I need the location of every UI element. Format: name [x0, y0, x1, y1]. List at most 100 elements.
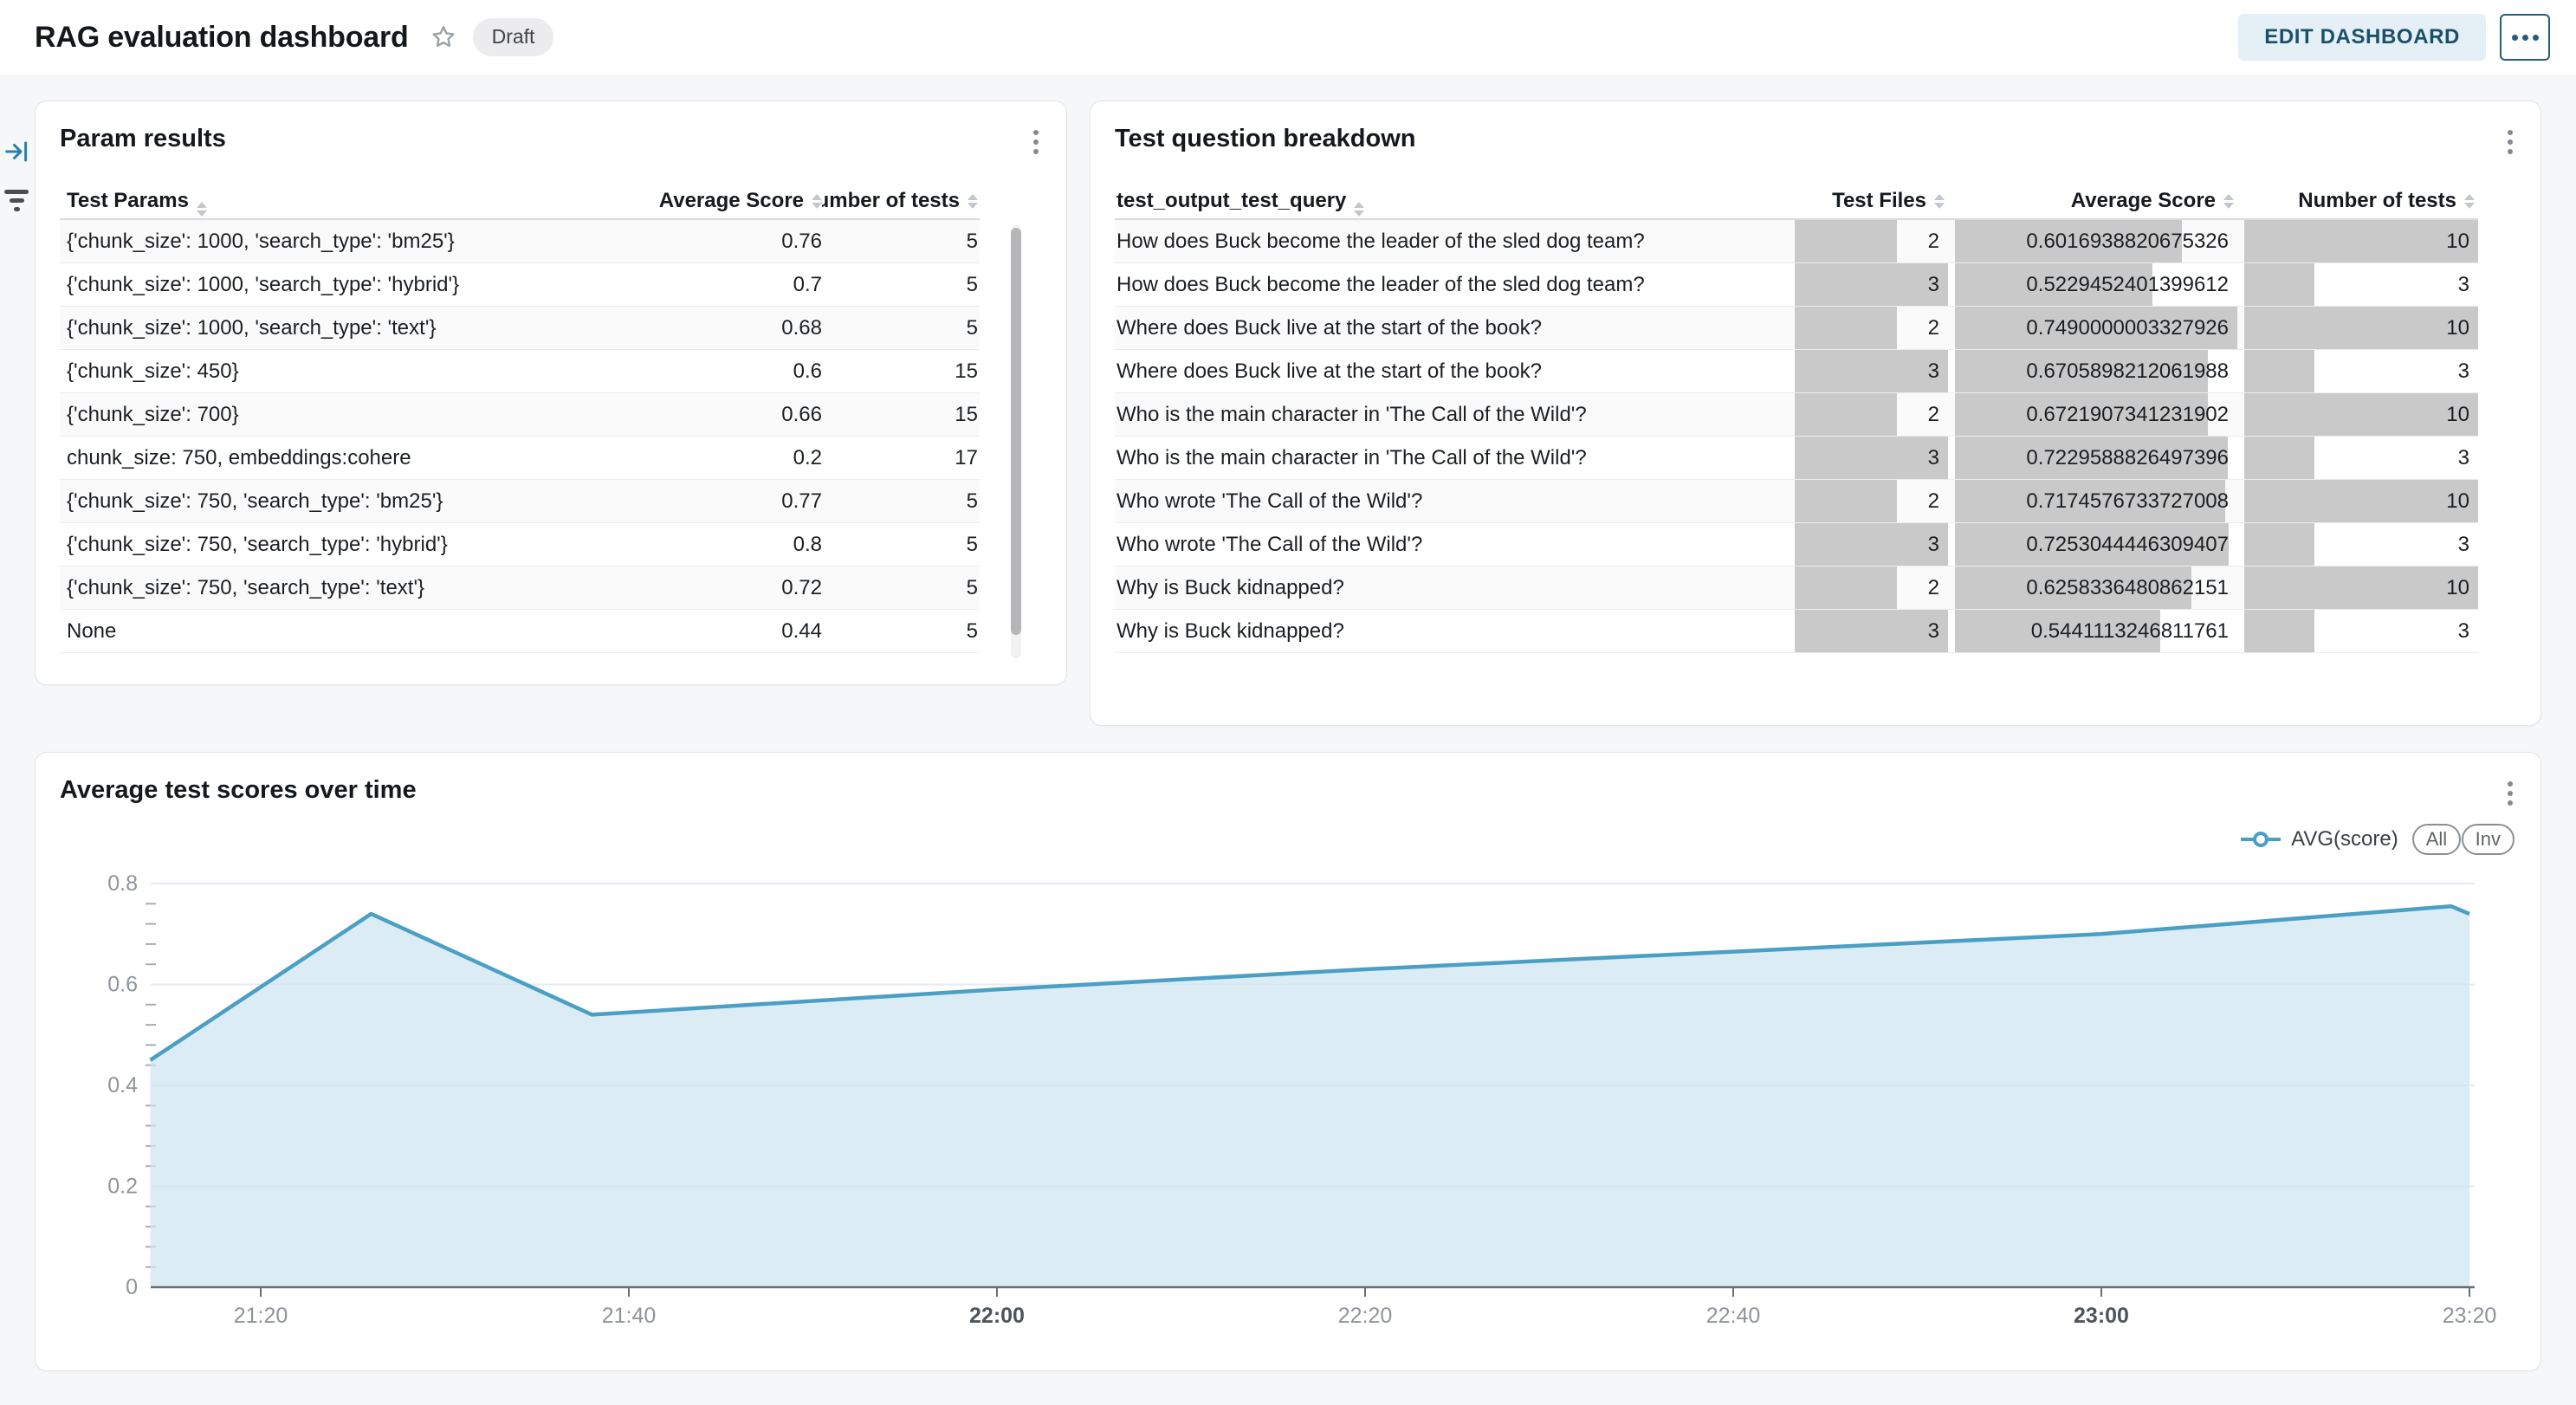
- avg_score-cell: 0.6705898212061988: [1955, 350, 2237, 392]
- table-row[interactable]: Why is Buck kidnapped? 3 0.544111324681176…: [1115, 610, 2478, 653]
- query-cell: Where does Buck live at the start of the…: [1116, 359, 1542, 383]
- test_files-cell: 3: [1795, 350, 1948, 392]
- data-bar: [2244, 523, 2314, 566]
- table-row[interactable]: {'chunk_size': 700} 0.66 15: [60, 393, 980, 437]
- data-bar: [2244, 263, 2314, 306]
- table-cell: 5: [966, 533, 978, 556]
- card-menu-kebab-icon[interactable]: [2502, 776, 2518, 811]
- table-row[interactable]: How does Buck become the leader of the s…: [1115, 220, 2478, 263]
- test_files-cell: 3: [1795, 523, 1948, 566]
- table-row[interactable]: Where does Buck live at the start of the…: [1115, 350, 2478, 393]
- table-cell: {'chunk_size': 1000, 'search_type': 'hyb…: [67, 273, 460, 296]
- data-bar: [1955, 393, 2209, 436]
- table-cell: 5: [966, 619, 978, 643]
- edit-dashboard-button[interactable]: EDIT DASHBOARD: [2238, 14, 2486, 61]
- data-bar: [2244, 220, 2478, 262]
- card-title: Average test scores over time: [60, 776, 417, 804]
- data-bar: [1795, 523, 1948, 566]
- scores-over-time-card: Average test scores over time AVG(score)…: [35, 752, 2541, 1371]
- table-row[interactable]: Why is Buck kidnapped? 2 0.625833648086215…: [1115, 567, 2478, 610]
- param-results-card: Param results Test Params Average Score …: [35, 100, 1067, 685]
- table-row[interactable]: chunk_size: 750, embeddings:cohere 0.2 17: [60, 437, 980, 480]
- column-header[interactable]: Average Score: [1955, 179, 2237, 222]
- svg-text:22:00: 22:00: [969, 1304, 1025, 1328]
- sort-icon: [1354, 201, 1365, 217]
- table-row[interactable]: {'chunk_size': 750, 'search_type': 'hybr…: [60, 523, 980, 567]
- svg-text:0.4: 0.4: [107, 1073, 138, 1097]
- column-header[interactable]: Average Score: [614, 179, 822, 222]
- table-row[interactable]: Who is the main character in 'The Call o…: [1115, 393, 2478, 437]
- avg_score-cell: 0.7490000003327926: [1955, 307, 2237, 349]
- table-cell: 0.66: [781, 403, 822, 426]
- data-bar: [1955, 610, 2160, 652]
- table-row[interactable]: {'chunk_size': 450} 0.6 15: [60, 350, 980, 393]
- chart-legend: AVG(score) All Inv: [2241, 824, 2515, 855]
- favorite-star-icon[interactable]: [430, 23, 457, 51]
- table-cell: {'chunk_size': 1000, 'search_type': 'bm2…: [67, 230, 455, 253]
- table-cell: {'chunk_size': 450}: [67, 359, 239, 383]
- legend-item-avg-score[interactable]: AVG(score): [2241, 827, 2398, 851]
- topbar-actions: EDIT DASHBOARD: [2238, 14, 2550, 61]
- card-menu-kebab-icon[interactable]: [2502, 125, 2518, 159]
- data-bar: [2244, 610, 2314, 652]
- num_tests-cell: 10: [2244, 307, 2478, 349]
- table-cell: 0.76: [781, 230, 822, 253]
- test_files-cell: 2: [1795, 307, 1948, 349]
- filter-icon[interactable]: [4, 190, 29, 211]
- table-cell: {'chunk_size': 700}: [67, 403, 239, 426]
- data-bar: [1795, 437, 1948, 479]
- legend-all-button[interactable]: All: [2411, 824, 2462, 855]
- data-bar: [1955, 523, 2229, 566]
- svg-text:22:40: 22:40: [1706, 1304, 1761, 1328]
- avg_score-cell: 0.5441113246811761: [1955, 610, 2237, 652]
- svg-text:0.2: 0.2: [107, 1175, 138, 1199]
- column-header[interactable]: test_output_test_query: [1115, 179, 1788, 222]
- table-row[interactable]: Who wrote 'The Call of the Wild'? 3 0.7253…: [1115, 523, 2478, 567]
- avg_score-cell: 0.5229452401399612: [1955, 263, 2237, 306]
- table-row[interactable]: Where does Buck live at the start of the…: [1115, 307, 2478, 350]
- table-row[interactable]: None 0.44 5: [60, 610, 980, 653]
- data-bar: [1955, 567, 2191, 609]
- table-row[interactable]: {'chunk_size': 1000, 'search_type': 'tex…: [60, 307, 980, 350]
- table-cell: {'chunk_size': 750, 'search_type': 'hybr…: [67, 533, 448, 556]
- card-menu-kebab-icon[interactable]: [1028, 125, 1044, 159]
- dashboard-canvas: Param results Test Params Average Score …: [0, 74, 2576, 1371]
- avg_score-cell: 0.7229588826497396: [1955, 437, 2237, 479]
- svg-text:0.8: 0.8: [107, 871, 138, 896]
- avg_score-cell: 0.7253044446309407: [1955, 523, 2237, 566]
- data-bar: [2244, 307, 2478, 349]
- column-header[interactable]: Number of tests: [2244, 179, 2478, 222]
- svg-text:23:00: 23:00: [2074, 1304, 2129, 1328]
- table-row[interactable]: Who wrote 'The Call of the Wild'? 2 0.7174…: [1115, 480, 2478, 523]
- more-options-button[interactable]: [2500, 14, 2550, 61]
- table-row[interactable]: {'chunk_size': 1000, 'search_type': 'bm2…: [60, 220, 980, 263]
- data-bar: [1795, 350, 1948, 392]
- data-bar: [2244, 350, 2314, 392]
- collapse-panel-icon[interactable]: [3, 139, 29, 169]
- query-cell: Who wrote 'The Call of the Wild'?: [1116, 533, 1423, 556]
- data-bar: [1795, 307, 1898, 349]
- legend-inv-button[interactable]: Inv: [2461, 824, 2515, 855]
- svg-text:21:20: 21:20: [234, 1304, 288, 1328]
- svg-text:23:20: 23:20: [2443, 1304, 2497, 1328]
- table-row[interactable]: Who is the main character in 'The Call o…: [1115, 437, 2478, 480]
- table-row[interactable]: {'chunk_size': 1000, 'search_type': 'hyb…: [60, 263, 980, 307]
- table-cell: 5: [966, 316, 978, 340]
- column-header[interactable]: Test Files: [1795, 179, 1948, 222]
- table-scrollbar[interactable]: [1011, 225, 1021, 658]
- table-row[interactable]: {'chunk_size': 750, 'search_type': 'bm25…: [60, 480, 980, 523]
- test_files-cell: 2: [1795, 393, 1948, 436]
- scrollbar-thumb[interactable]: [1011, 228, 1021, 635]
- num_tests-cell: 3: [2244, 437, 2478, 479]
- test_files-cell: 2: [1795, 220, 1948, 262]
- table-cell: 0.6: [793, 359, 822, 383]
- data-bar: [1955, 307, 2237, 349]
- scores-line-chart[interactable]: 0 0.2 0.4 0.6 0.8 21:20 21:40 22:00 22:20 22:40 23…: [36, 753, 2542, 1372]
- card-title: Param results: [60, 125, 226, 152]
- column-header[interactable]: Test Params: [60, 179, 614, 222]
- column-header[interactable]: Number of tests: [822, 179, 980, 222]
- query-cell: How does Buck become the leader of the s…: [1116, 273, 1645, 296]
- num_tests-cell: 3: [2244, 350, 2478, 392]
- table-row[interactable]: How does Buck become the leader of the s…: [1115, 263, 2478, 307]
- table-row[interactable]: {'chunk_size': 750, 'search_type': 'text…: [60, 567, 980, 610]
